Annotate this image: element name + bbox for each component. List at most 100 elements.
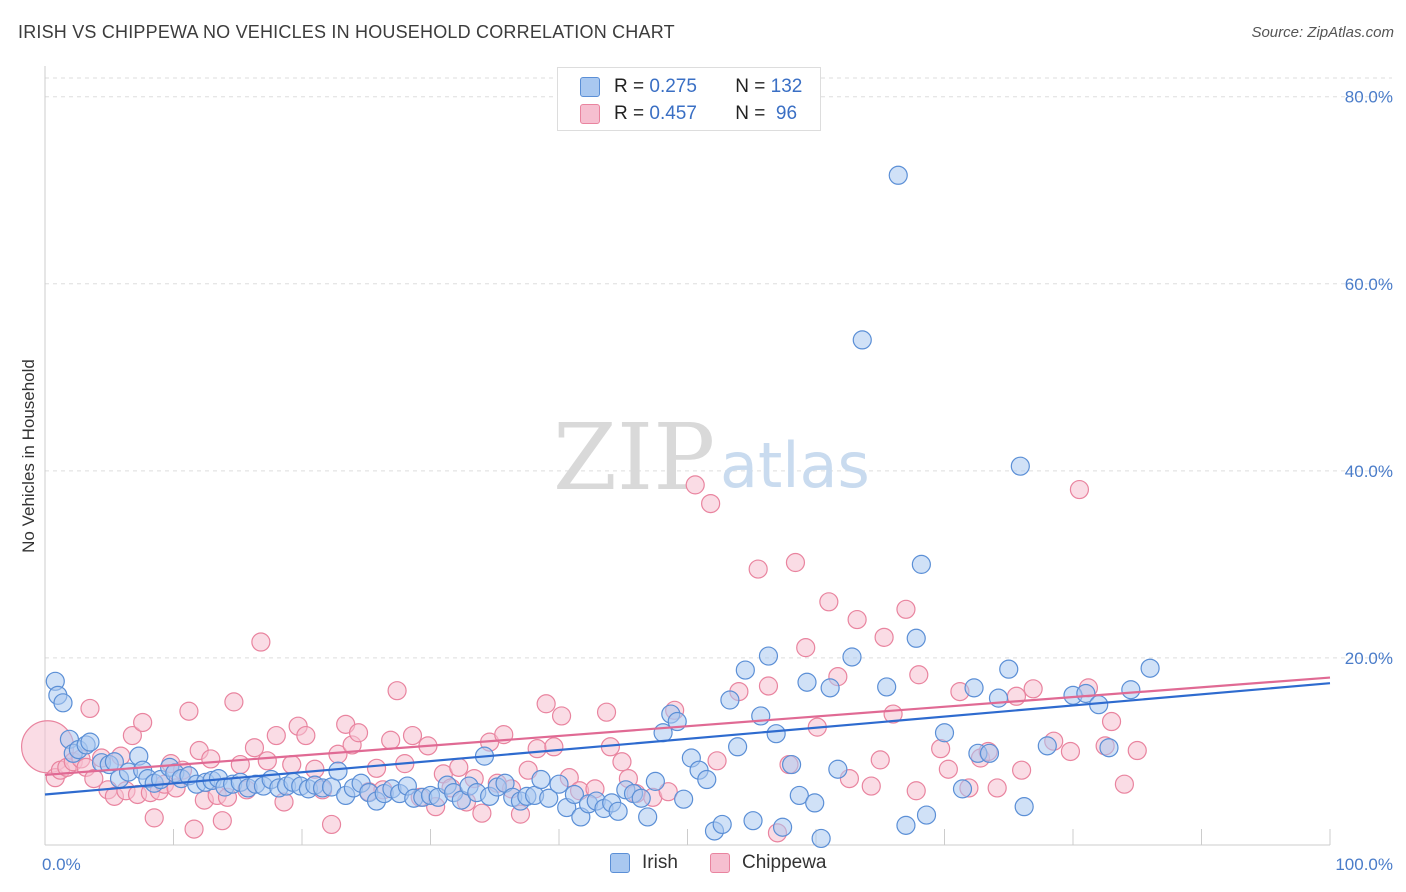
chippewa-point (1060, 741, 1081, 762)
irish-point (1014, 797, 1034, 817)
legend-r-label-irish: R = (614, 76, 645, 97)
legend-swatch-chippewa (580, 104, 600, 124)
legend: R = 0.275 N = 132 R = 0.457 N = 96 (557, 67, 821, 131)
x-tick-label: 0.0% (42, 855, 81, 874)
chippewa-point (224, 692, 244, 712)
grid-lines (45, 77, 1392, 659)
irish-point (712, 814, 732, 835)
chippewa-point (612, 752, 632, 772)
irish-point (735, 660, 755, 680)
chippewa-point (1127, 740, 1147, 761)
irish-point (1140, 658, 1160, 678)
irish-point (781, 754, 802, 775)
legend-n-value-chippewa: 96 (770, 103, 798, 124)
irish-point (828, 759, 848, 779)
y-tick-labels: 20.0% 40.0% 60.0% 80.0% (1345, 88, 1393, 668)
irish-point (638, 807, 658, 827)
x-tick-label: 100.0% (1335, 855, 1393, 874)
irish-point (631, 788, 651, 808)
irish-point (797, 672, 817, 692)
irish-point (852, 330, 872, 350)
y-tick-label: 40.0% (1345, 462, 1393, 481)
legend-r-value-irish: 0.275 (649, 76, 697, 97)
chippewa-point (527, 739, 547, 759)
chippewa-point (707, 751, 727, 771)
chippewa-point (1069, 479, 1090, 500)
chippewa-point (518, 760, 538, 780)
watermark-zip: ZIP (553, 404, 715, 511)
bottom-legend-irish: Irish (610, 852, 678, 874)
bottom-legend-swatch-irish (610, 853, 630, 873)
irish-point (842, 647, 862, 667)
chippewa-point (472, 803, 492, 823)
irish-point (539, 788, 559, 808)
chippewa-point (1114, 774, 1135, 794)
irish-point (674, 789, 694, 809)
legend-row-chippewa: R = 0.457 N = 96 (558, 101, 797, 127)
irish-point (877, 677, 897, 697)
chippewa-point (909, 665, 929, 685)
chippewa-point (387, 681, 407, 701)
irish-point (999, 659, 1019, 679)
chippewa-point (402, 725, 423, 746)
chippewa-point (874, 627, 894, 647)
irish-point (743, 811, 763, 831)
watermark: ZIP atlas (553, 404, 870, 511)
legend-n-label-irish: N = (735, 76, 766, 97)
irish-point (697, 769, 717, 790)
chippewa-point (244, 738, 265, 758)
chippewa-point (184, 819, 204, 839)
chippewa-point (348, 723, 369, 743)
irish-trend-line (44, 682, 1331, 796)
chippewa-point (84, 768, 104, 789)
chippewa-point (658, 782, 678, 802)
legend-n-label-chippewa: N = (735, 103, 766, 124)
chippewa-point (796, 638, 816, 658)
irish-point (80, 732, 100, 752)
chippewa-point (938, 759, 958, 779)
chart-title: IRISH VS CHIPPEWA NO VEHICLES IN HOUSEHO… (18, 22, 675, 42)
chippewa-point (785, 552, 806, 573)
irish-points (45, 165, 1160, 849)
irish-point (820, 678, 840, 698)
legend-row-irish: R = 0.275 N = 132 (558, 74, 802, 100)
chippewa-point (201, 749, 221, 769)
irish-point (531, 769, 551, 790)
irish-point (805, 793, 825, 813)
y-tick-label: 80.0% (1345, 88, 1393, 107)
irish-point (789, 785, 809, 806)
chippewa-point (1023, 679, 1043, 699)
chippewa-point (906, 781, 926, 801)
chippewa-point (896, 599, 916, 619)
legend-swatch-irish (580, 77, 600, 97)
chippewa-point (144, 808, 164, 828)
irish-point (728, 737, 748, 757)
irish-point (564, 784, 585, 805)
chippewa-point (212, 811, 232, 831)
irish-point (811, 828, 831, 849)
trend-lines (44, 676, 1331, 796)
chippewa-point (179, 701, 199, 721)
bottom-legend-chippewa: Chippewa (710, 852, 827, 874)
irish-point (766, 724, 786, 744)
bottom-legend-label-chippewa: Chippewa (742, 852, 827, 873)
bottom-legend-label-irish: Irish (642, 852, 678, 873)
chippewa-point (257, 751, 277, 771)
bottom-legend: Irish Chippewa (0, 852, 1406, 878)
legend-r-label-chippewa: R = (614, 103, 645, 124)
irish-point (964, 678, 984, 698)
irish-point (720, 690, 740, 710)
irish-point (772, 817, 793, 837)
irish-point (1099, 738, 1119, 758)
irish-point (1010, 456, 1030, 476)
chippewa-point (870, 750, 890, 770)
chippewa-point (251, 632, 271, 652)
chippewa-point (931, 739, 951, 759)
irish-point (758, 646, 779, 666)
chippewa-trend-line (44, 676, 1331, 776)
chippewa-point (819, 592, 839, 612)
y-tick-label: 60.0% (1345, 275, 1393, 294)
source-note: Source: ZipAtlas.com (1251, 24, 1394, 41)
chippewa-point (987, 778, 1007, 798)
